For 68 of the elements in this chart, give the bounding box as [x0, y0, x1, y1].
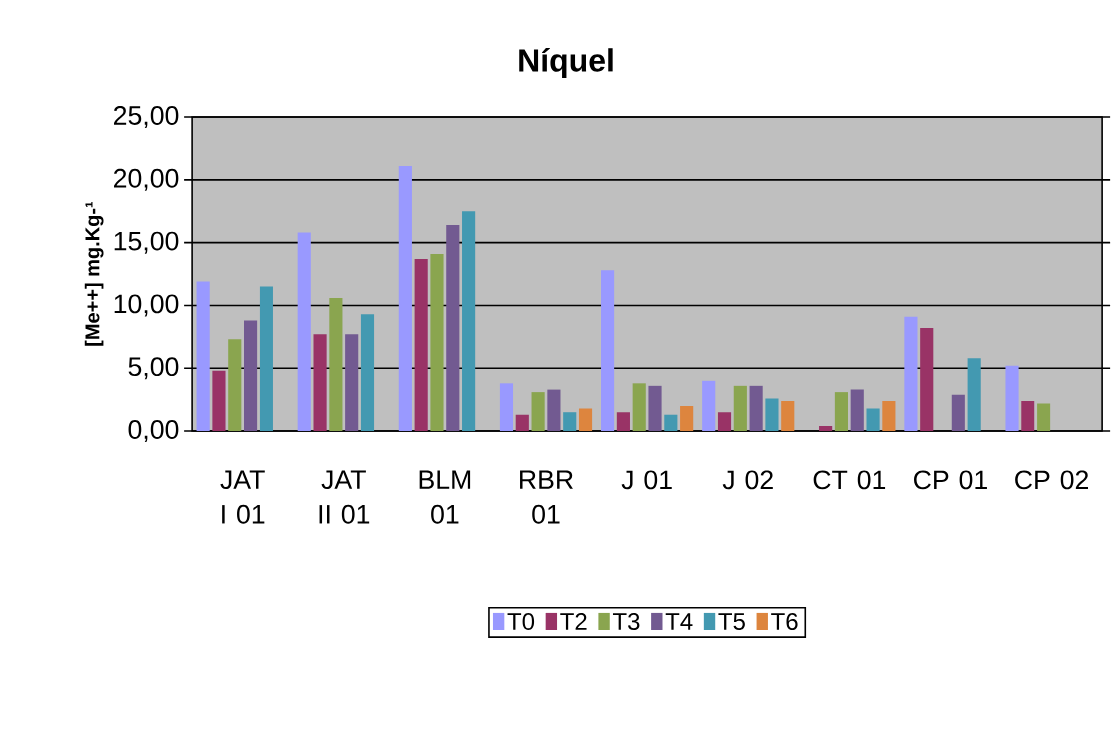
x-tick-label: CP 01 — [914, 470, 987, 490]
bar — [228, 339, 242, 432]
y-tick-label: 5,00 — [128, 357, 179, 380]
bar — [882, 400, 896, 432]
bar — [834, 392, 849, 432]
bar — [733, 385, 747, 432]
bar — [547, 389, 561, 432]
bar — [967, 358, 981, 432]
bar — [244, 320, 258, 432]
legend-label: T5 — [718, 613, 745, 630]
legend-label: T0 — [507, 613, 535, 631]
bar — [1021, 400, 1035, 432]
bar — [781, 400, 795, 432]
bar — [601, 270, 615, 432]
y-tick-label: 0,00 — [128, 420, 179, 443]
bar — [515, 414, 529, 432]
bar — [563, 412, 577, 432]
bar — [951, 394, 965, 432]
x-tick-label: J 02 — [722, 470, 773, 490]
legend-label: T3 — [612, 613, 640, 631]
bar — [212, 370, 226, 432]
bar — [499, 383, 514, 432]
bar — [259, 286, 273, 432]
bar — [1037, 403, 1051, 432]
bar — [297, 232, 311, 432]
bar — [313, 334, 327, 432]
y-tick-label: 10,00 — [114, 294, 179, 317]
bar — [648, 385, 662, 432]
legend-label: T6 — [771, 613, 798, 631]
bar — [578, 408, 593, 432]
bar — [866, 408, 880, 432]
bar — [765, 398, 779, 432]
bar — [749, 385, 763, 432]
bar — [819, 426, 833, 432]
legend-label: T4 — [665, 613, 693, 630]
bar — [398, 166, 412, 432]
x-tick-label: JAT II 01 — [319, 470, 370, 524]
bar — [904, 316, 918, 432]
chart-title: Níquel — [519, 47, 613, 79]
bar — [531, 392, 545, 432]
bar — [446, 225, 460, 432]
bar — [329, 297, 343, 432]
x-tick-label: RBR 01 — [520, 470, 573, 524]
bar — [414, 258, 428, 432]
y-tick-label: 15,00 — [114, 231, 179, 254]
x-tick-label: J 01 — [621, 470, 672, 490]
bar — [702, 380, 716, 432]
x-tick-label: BLM 01 — [419, 470, 471, 524]
bar — [920, 328, 934, 432]
y-tick-label: 25,00 — [114, 106, 179, 129]
bar — [616, 412, 630, 432]
bar — [462, 211, 476, 432]
y-tick-label: 20,00 — [114, 168, 179, 191]
bar — [360, 314, 375, 432]
bar — [850, 389, 864, 432]
x-tick-label: CT 01 — [813, 470, 886, 490]
bar — [680, 405, 694, 432]
legend-label: T2 — [560, 613, 587, 630]
x-tick-label: CP 02 — [1015, 470, 1088, 490]
bar — [196, 281, 210, 432]
bar — [632, 383, 646, 432]
bar — [664, 414, 678, 432]
bar — [717, 412, 732, 432]
bar — [430, 253, 444, 432]
bar — [345, 334, 359, 432]
bar — [1005, 365, 1019, 432]
y-axis-title: [Me++] mg.Kg-¹ — [84, 201, 104, 346]
x-tick-label: JAT I 01 — [220, 470, 265, 524]
